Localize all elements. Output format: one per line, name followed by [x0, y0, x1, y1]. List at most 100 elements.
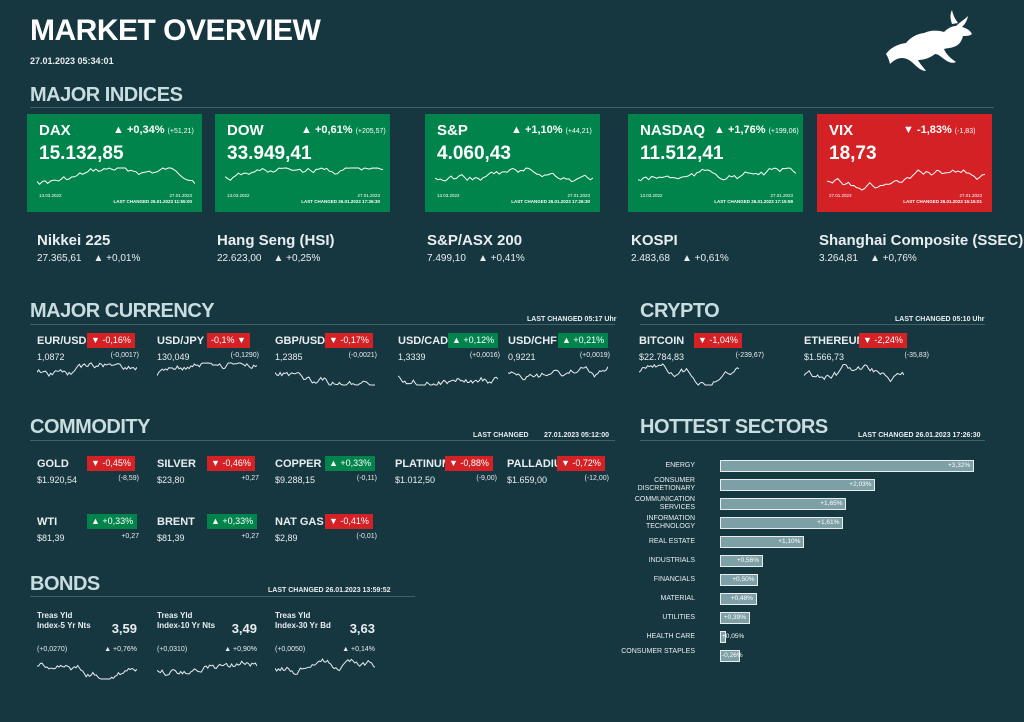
index-change-pct: ▲ +1,10%: [511, 124, 563, 136]
index-card[interactable]: DOW ▲ +0,61% (+205,57) 33.949,41 13.03.2022 2…: [215, 114, 390, 212]
instrument-sparkline: [804, 363, 904, 383]
bond-tile[interactable]: Treas Yld Index-5 Yr Nts 3,59 (+0,0270) ▲ +…: [37, 611, 147, 683]
sector-bar[interactable]: [720, 555, 763, 567]
instrument-change: (-0,01): [356, 533, 377, 540]
sector-value-label: +0,50%: [732, 576, 755, 583]
sector-label: HEALTH CARE: [646, 633, 696, 640]
instrument-change: (-0,1290): [230, 352, 259, 359]
instrument-tile[interactable]: ETHEREUM ▼ -2,24% $1.566,73 (-35,83): [804, 333, 929, 391]
instrument-name: USD/JPY: [157, 335, 205, 347]
sector-value-label: +2,03%: [849, 481, 872, 488]
sector-bar[interactable]: [720, 479, 876, 491]
currency-divider: [30, 324, 615, 325]
secondary-index-pct: ▲ +0,01%: [93, 253, 141, 264]
bond-tile[interactable]: Treas Yld Index-30 Yr Bd 3,63 (+0,0050) ▲ +…: [275, 611, 385, 683]
instrument-price: 1,3339: [398, 352, 426, 362]
secondary-index-name: Shanghai Composite (SSEC): [819, 232, 1024, 249]
instrument-price: 0,9221: [508, 352, 536, 362]
index-sparkline-line: [435, 167, 593, 183]
index-last-changed: LAST CHANGED 26.01.2023 15:15:01: [903, 199, 982, 204]
instrument-sparkline: [157, 362, 257, 376]
instrument-tile[interactable]: USD/CHF ▲ +0,21% 0,9221 (+0,0019): [508, 333, 618, 391]
sector-bar[interactable]: [720, 498, 847, 510]
index-sparkline: [638, 167, 796, 182]
secondary-index[interactable]: Hang Seng (HSI) 22.623,00 ▲ +0,25%: [217, 232, 335, 264]
instrument-tile[interactable]: USD/JPY -0,1% ▼ 130,049 (-0,1290): [157, 333, 267, 391]
bond-pct: ▲ +0,90%: [224, 646, 257, 653]
sector-bar[interactable]: [720, 650, 740, 662]
sector-label: REAL ESTATE: [648, 538, 695, 545]
instrument-tile[interactable]: GBP/USD ▼ -0,17% 1,2385 (-0,0021): [275, 333, 385, 391]
sector-bar[interactable]: [720, 593, 757, 605]
sector-row: INDUSTRIALS +0,56%: [640, 555, 1000, 568]
instrument-change: (-35,83): [904, 352, 929, 359]
instrument-tile[interactable]: USD/CAD ▲ +0,12% 1,3339 (+0,0016): [398, 333, 508, 391]
secondary-index[interactable]: Shanghai Composite (SSEC) 3.264,81 ▲ +0,76…: [819, 232, 1023, 264]
bonds-divider: [30, 596, 415, 597]
change-badge: ▼ -0,88%: [445, 456, 493, 471]
bond-value: 3,63: [349, 621, 375, 636]
instrument-name: USD/CAD: [398, 335, 449, 347]
index-date-to: 27.01.2023: [357, 193, 380, 198]
change-badge: ▲ +0,33%: [325, 456, 376, 471]
sector-row: INFORMATION TECHNOLOGY +1,61%: [640, 515, 1000, 530]
instrument-sparkline-line: [157, 362, 257, 376]
index-name: DOW: [227, 122, 264, 139]
instrument-change: (-9,00): [476, 475, 497, 482]
instrument-tile[interactable]: NAT GAS ▼ -0,41% $2,89 (-0,01): [275, 514, 385, 572]
instrument-name: GOLD: [37, 458, 69, 470]
bond-sparkline-line: [37, 662, 137, 680]
instrument-sparkline: [398, 375, 498, 386]
sector-label: UTILITIES: [662, 614, 695, 621]
index-card[interactable]: VIX ▼ -1,83% (-1,83) 18,73 27.01.2023 27.01.2…: [817, 114, 992, 212]
instrument-tile[interactable]: WTI ▲ +0,33% $81,39 +0,27: [37, 514, 147, 572]
sector-value-label: +1,65%: [820, 500, 843, 507]
instrument-tile[interactable]: PALLADIUM ▼ -0,72% $1.659,00 (-12,00): [507, 456, 617, 514]
index-date-from: 13.03.2022: [39, 193, 62, 198]
index-card[interactable]: S&P ▲ +1,10% (+44,21) 4.060,43 13.03.2022 27.…: [425, 114, 600, 212]
sector-bar[interactable]: [720, 574, 759, 586]
index-name: NASDAQ: [640, 122, 706, 139]
instrument-name: USD/CHF: [508, 335, 557, 347]
sector-bar[interactable]: [720, 517, 844, 529]
instrument-name: WTI: [37, 516, 58, 528]
index-change-abs: (+44,21): [565, 128, 592, 135]
instrument-price: $9.288,15: [275, 475, 316, 485]
commodity-divider: [30, 440, 615, 441]
bond-name: Treas Yld Index-5 Yr Nts: [37, 611, 91, 630]
instrument-tile[interactable]: GOLD ▼ -0,45% $1.920,54 (-8,59): [37, 456, 147, 514]
sector-bar[interactable]: [720, 631, 726, 643]
index-card[interactable]: NASDAQ ▲ +1,76% (+199,06) 11.512,41 13.03.20…: [628, 114, 803, 212]
index-card[interactable]: DAX ▲ +0,34% (+51,21) 15.132,85 13.03.2022 27…: [27, 114, 202, 212]
sector-value-label: +0,39%: [723, 614, 747, 621]
instrument-tile[interactable]: PLATINUM ▼ -0,88% $1.012,50 (-9,00): [395, 456, 505, 514]
secondary-index[interactable]: Nikkei 225 27.365,61 ▲ +0,01%: [37, 232, 140, 264]
bond-pct: ▲ +0,14%: [342, 646, 375, 653]
sector-bar[interactable]: [720, 612, 750, 624]
instrument-name: EUR/USD: [37, 335, 87, 347]
sector-bar[interactable]: [720, 460, 974, 472]
sector-value-label: +0,05%: [722, 633, 745, 640]
sector-row: MATERIAL +0,48%: [640, 593, 1000, 606]
index-date-from: 13.03.2022: [640, 193, 663, 198]
secondary-index-value: 2.483,68: [631, 253, 670, 264]
instrument-name: PLATINUM: [395, 458, 452, 470]
secondary-index-value: 22.623,00: [217, 253, 262, 264]
index-change: ▲ +0,34% (+51,21): [113, 124, 194, 136]
secondary-index[interactable]: KOSPI 2.483,68 ▲ +0,61%: [631, 232, 729, 264]
secondary-index[interactable]: S&P/ASX 200 7.499,10 ▲ +0,41%: [427, 232, 525, 264]
instrument-tile[interactable]: SILVER ▼ -0,46% $23,80 +0,27: [157, 456, 267, 514]
bond-sparkline-line: [157, 660, 257, 676]
sector-bar[interactable]: [720, 536, 805, 548]
secondary-index-value: 7.499,10: [427, 253, 466, 264]
major-indices-title: MAJOR INDICES: [30, 84, 183, 106]
instrument-tile[interactable]: COPPER ▲ +0,33% $9.288,15 (-0,11): [275, 456, 385, 514]
index-change-pct: ▲ +0,34%: [113, 124, 165, 136]
bond-tile[interactable]: Treas Yld Index-10 Yr Nts 3,49 (+0,0310) ▲ …: [157, 611, 267, 683]
instrument-tile[interactable]: BITCOIN ▼ -1,04% $22.784,83 (-239,67): [639, 333, 764, 391]
sector-label: FINANCIALS: [653, 576, 695, 583]
instrument-tile[interactable]: EUR/USD ▼ -0,16% 1,0872 (-0,0017): [37, 333, 147, 391]
instrument-sparkline-line: [804, 363, 904, 383]
instrument-tile[interactable]: BRENT ▲ +0,33% $81,39 +0,27: [157, 514, 267, 572]
instrument-sparkline-line: [508, 365, 608, 381]
